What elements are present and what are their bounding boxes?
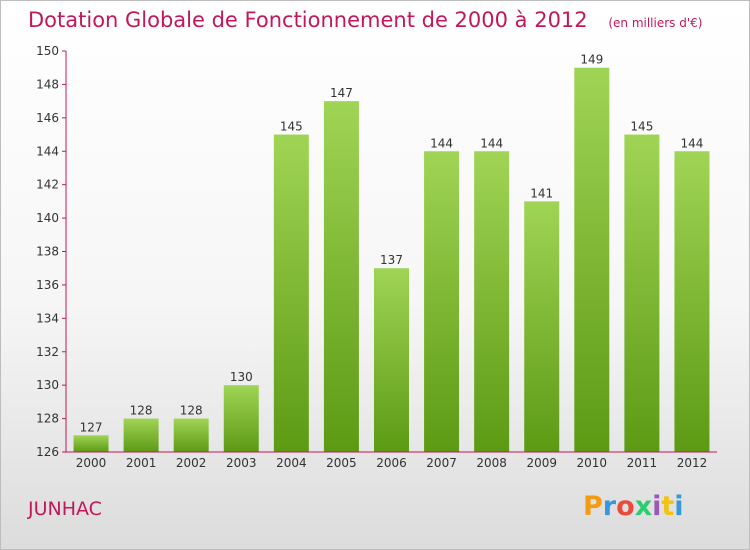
bar-2009 bbox=[524, 201, 560, 452]
x-tick-label-2008: 2008 bbox=[476, 456, 507, 470]
chart-title-text: Dotation Globale de Fonctionnement de 20… bbox=[28, 8, 588, 32]
bar-2012 bbox=[674, 151, 710, 452]
x-tick-label-2007: 2007 bbox=[426, 456, 457, 470]
logo-letter: x bbox=[634, 491, 653, 522]
bar-2006 bbox=[374, 268, 409, 452]
value-label-2000: 127 bbox=[80, 420, 103, 434]
logo-letter: i bbox=[652, 491, 662, 522]
bar-2003 bbox=[223, 385, 259, 452]
x-tick-label-2002: 2002 bbox=[176, 456, 207, 470]
x-tick-label-2005: 2005 bbox=[326, 456, 357, 470]
value-label-2011: 145 bbox=[630, 120, 653, 134]
y-tick-label-140: 140 bbox=[36, 211, 59, 225]
y-tick-label-128: 128 bbox=[36, 412, 59, 426]
chart-subtitle: (en milliers d'€) bbox=[608, 16, 703, 30]
y-tick-label-144: 144 bbox=[36, 144, 59, 158]
logo-letter: r bbox=[602, 491, 617, 522]
y-tick-label-148: 148 bbox=[36, 77, 59, 91]
chart-title: Dotation Globale de Fonctionnement de 20… bbox=[28, 8, 702, 32]
logo-letter: o bbox=[616, 491, 635, 522]
x-tick-label-2000: 2000 bbox=[76, 456, 107, 470]
y-tick-label-150: 150 bbox=[36, 44, 59, 58]
y-tick-label-136: 136 bbox=[36, 278, 59, 292]
x-tick-label-2009: 2009 bbox=[526, 456, 557, 470]
value-label-2006: 137 bbox=[380, 253, 403, 267]
bar-2007 bbox=[424, 151, 460, 452]
x-tick-label-2006: 2006 bbox=[376, 456, 407, 470]
value-label-2005: 147 bbox=[330, 86, 353, 100]
y-tick-label-132: 132 bbox=[36, 345, 59, 359]
value-label-2009: 141 bbox=[530, 186, 553, 200]
y-tick-label-134: 134 bbox=[36, 311, 59, 325]
logo-letter: i bbox=[674, 491, 684, 522]
value-label-2002: 128 bbox=[180, 404, 203, 418]
x-tick-label-2004: 2004 bbox=[276, 456, 307, 470]
y-tick-label-146: 146 bbox=[36, 111, 59, 125]
value-label-2003: 130 bbox=[230, 370, 253, 384]
proxiti-logo: Proxiti bbox=[583, 491, 684, 522]
value-label-2001: 128 bbox=[130, 404, 153, 418]
bar-2001 bbox=[123, 418, 159, 452]
bar-2000 bbox=[73, 435, 109, 452]
bar-2010 bbox=[574, 67, 610, 452]
x-tick-label-2010: 2010 bbox=[577, 456, 608, 470]
y-tick-label-138: 138 bbox=[36, 245, 59, 259]
x-tick-label-2001: 2001 bbox=[126, 456, 157, 470]
bar-2004 bbox=[273, 134, 309, 452]
value-label-2012: 144 bbox=[681, 136, 704, 150]
bar-2002 bbox=[173, 418, 209, 452]
value-label-2010: 149 bbox=[580, 53, 603, 67]
bar-2011 bbox=[624, 134, 660, 452]
x-tick-label-2011: 2011 bbox=[627, 456, 658, 470]
y-tick-label-142: 142 bbox=[36, 178, 59, 192]
commune-name: JUNHAC bbox=[28, 498, 102, 520]
value-label-2007: 144 bbox=[430, 136, 453, 150]
bar-2008 bbox=[474, 151, 510, 452]
logo-letter: t bbox=[661, 491, 675, 522]
value-label-2008: 144 bbox=[480, 136, 503, 150]
x-tick-label-2003: 2003 bbox=[226, 456, 257, 470]
y-tick-label-130: 130 bbox=[36, 378, 59, 392]
value-label-2004: 145 bbox=[280, 120, 303, 134]
bar-2005 bbox=[323, 101, 359, 452]
x-tick-label-2012: 2012 bbox=[677, 456, 708, 470]
y-tick-label-126: 126 bbox=[36, 445, 59, 459]
logo-letter: P bbox=[583, 491, 603, 522]
